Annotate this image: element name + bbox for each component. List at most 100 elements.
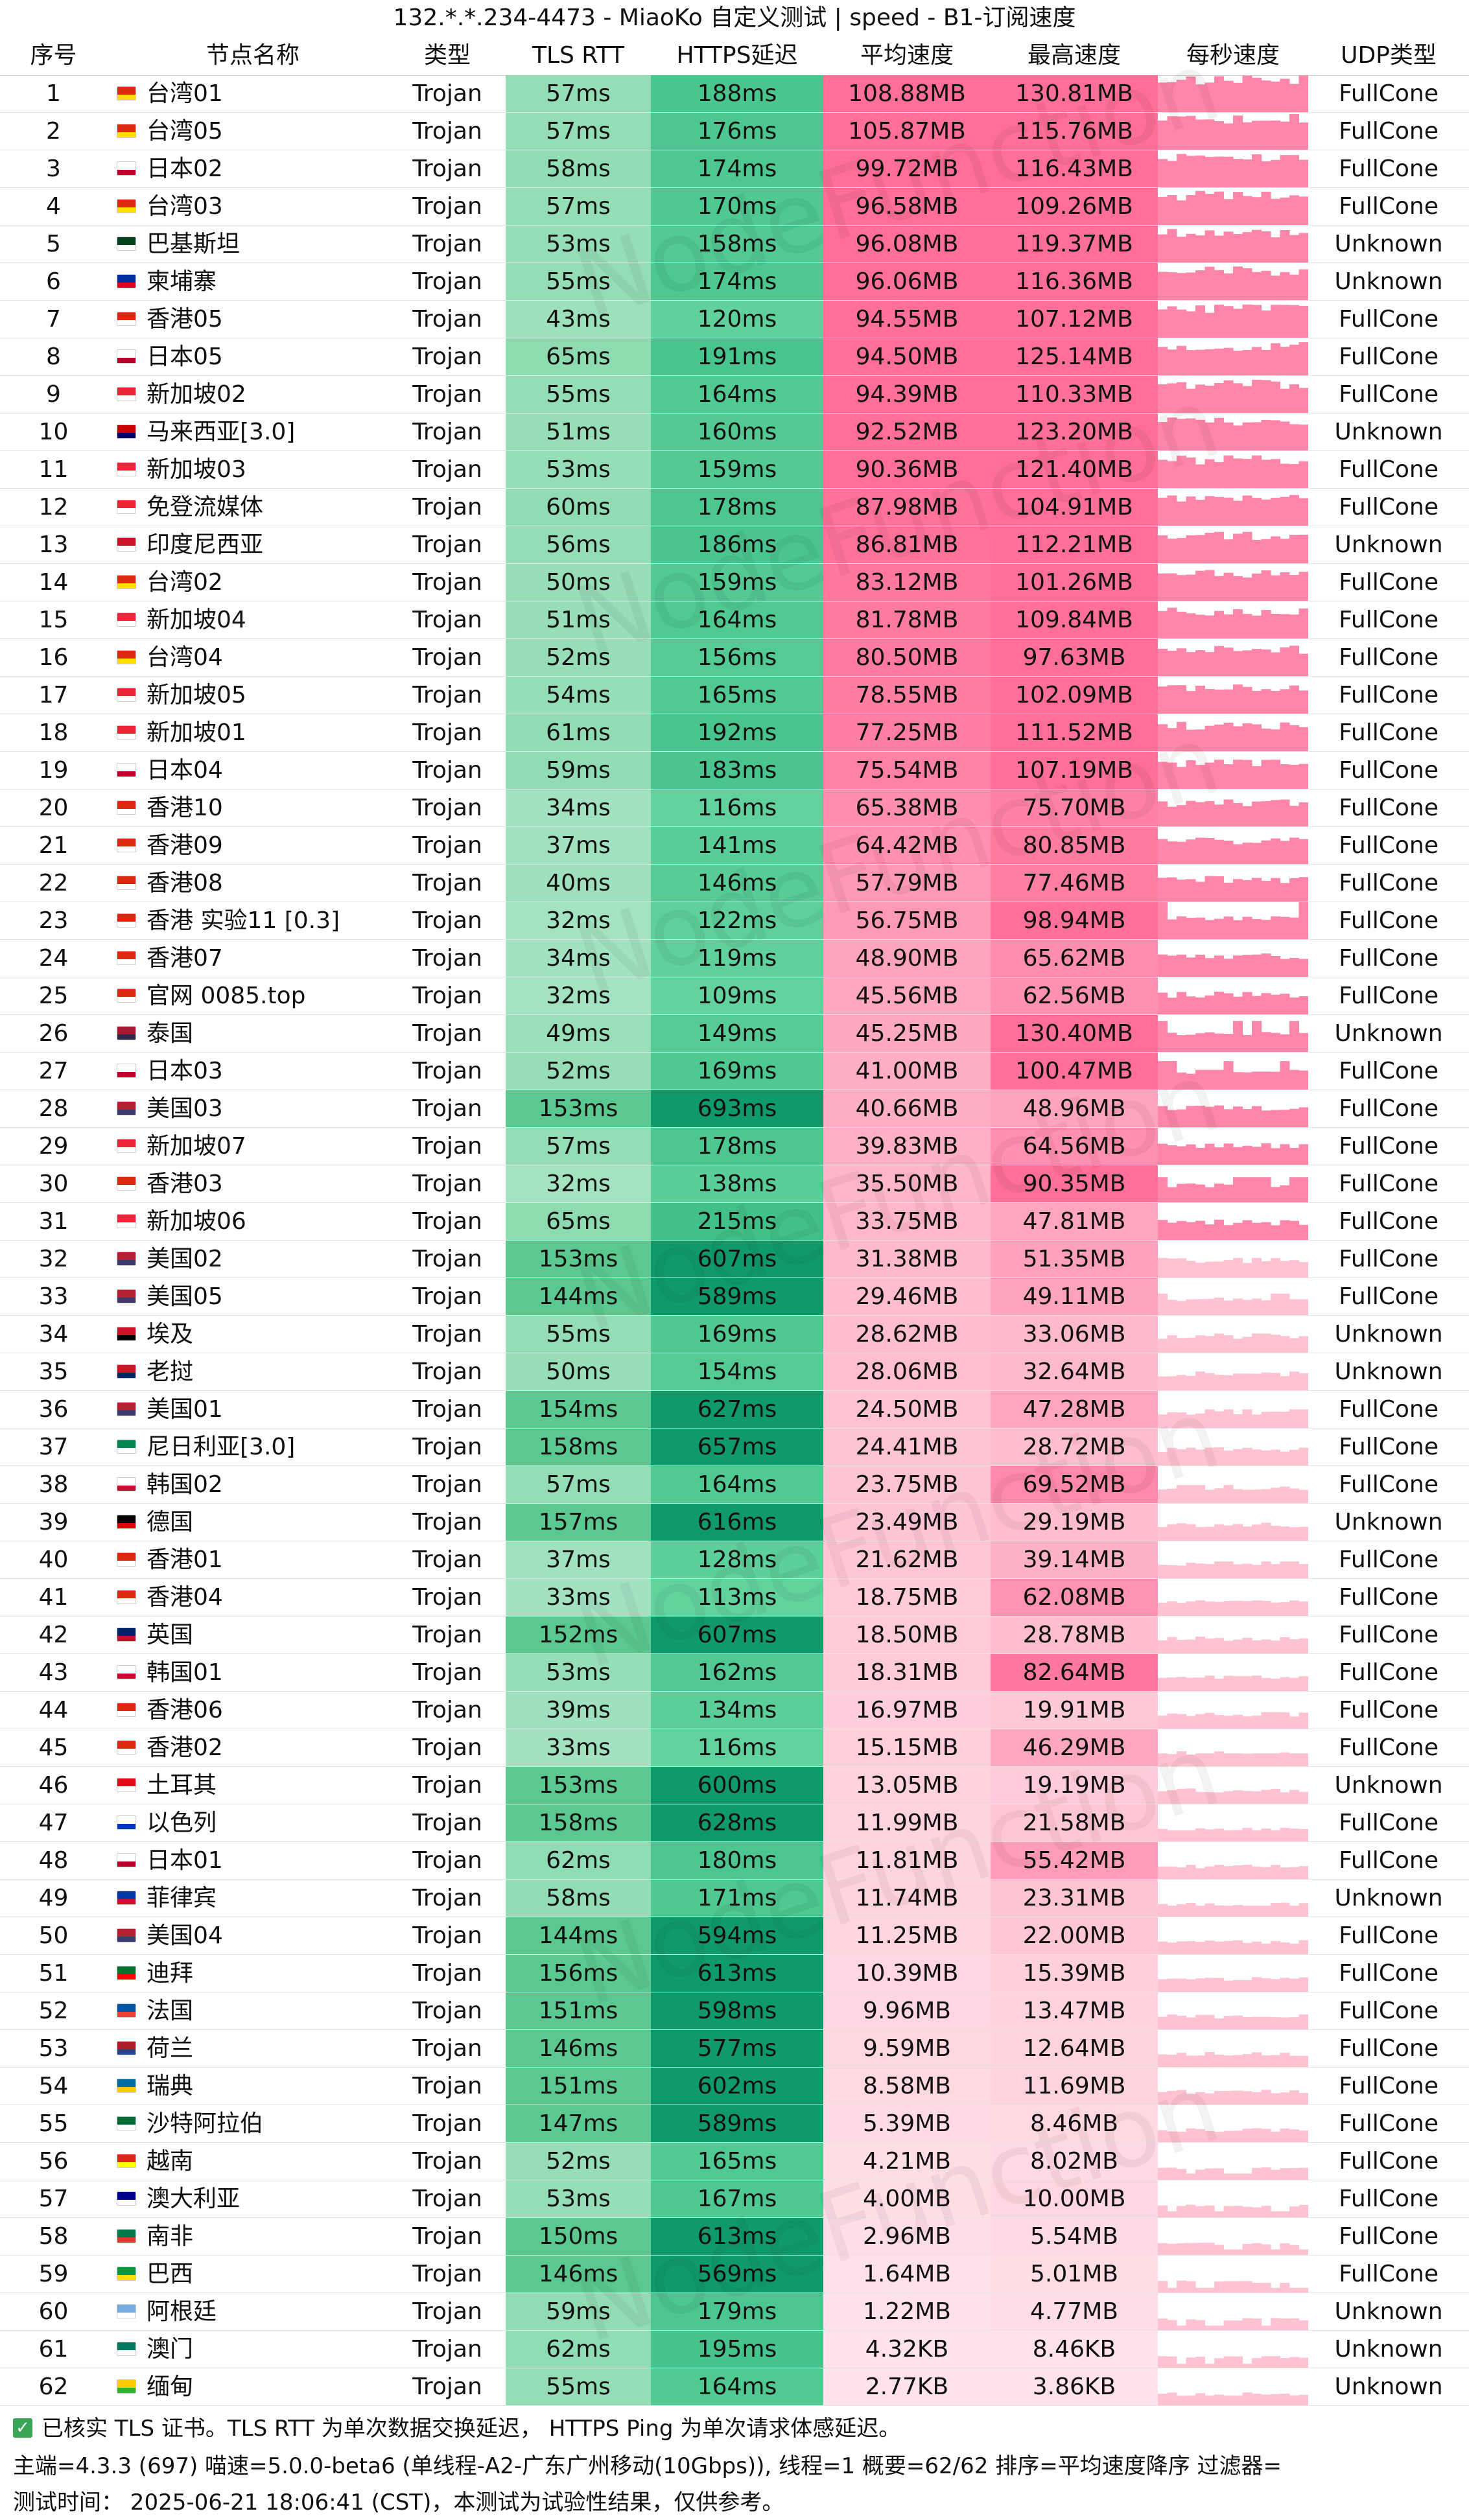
sparkline-bar [1252, 1830, 1262, 1841]
node-name-cell: 免登流媒体 [117, 489, 389, 526]
sparkline-bar [1261, 689, 1271, 714]
max-speed-cell: 80.85MB [991, 827, 1158, 864]
sparkline-bar [1177, 1035, 1186, 1052]
tls-rtt-cell: 62ms [506, 1842, 651, 1879]
sparkline-bar [1158, 82, 1168, 112]
table-row: 62 缅甸 Trojan 55ms 164ms 2.77KB 3.86KB Unknown [0, 2368, 1469, 2406]
sparkline-bar [1177, 2206, 1186, 2217]
sparkline-bar [1242, 1526, 1252, 1541]
protocol-type-cell: Trojan [412, 945, 482, 972]
sparkline-bar [1186, 350, 1196, 375]
tls-rtt-cell: 65ms [506, 338, 651, 375]
node-name-label: 澳门 [147, 2336, 194, 2362]
sparkline-bar [1167, 2014, 1177, 2029]
speed-sparkline [1158, 1902, 1308, 1917]
index-cell: 62 [38, 2374, 69, 2400]
sparkline-bar [1280, 1942, 1290, 1954]
sparkline-bar [1167, 2131, 1177, 2142]
sparkline-bar [1177, 2053, 1186, 2067]
sparkline-bar [1223, 1791, 1234, 1804]
sparkline-bar [1177, 992, 1186, 1014]
flag-cn-icon [117, 86, 136, 100]
avg-speed-cell: 94.50MB [823, 338, 991, 375]
per-second-speed-cell [1158, 2256, 1308, 2292]
sparkline-bar [1233, 1600, 1243, 1616]
sparkline-bar [1261, 2206, 1271, 2217]
https-latency-cell: 159ms [651, 451, 823, 488]
avg-speed-cell: 48.90MB [823, 940, 991, 977]
speed-sparkline [1158, 1257, 1308, 1278]
sparkline-bar [1242, 2318, 1252, 2330]
sparkline-bar [1252, 919, 1262, 939]
https-latency-cell: 607ms [651, 1616, 823, 1653]
index-cell: 46 [38, 1772, 69, 1799]
sparkline-bar [1271, 1526, 1280, 1541]
avg-speed-cell: 29.46MB [823, 1278, 991, 1315]
sparkline-bar [1271, 1110, 1280, 1127]
sparkline-bar [1205, 1712, 1215, 1729]
flag-hk-icon [117, 312, 136, 326]
sparkline-bar [1177, 805, 1186, 826]
udp-type-cell: FullCone [1339, 1095, 1439, 1122]
sparkline-bar [1271, 1411, 1280, 1428]
udp-type-cell: FullCone [1339, 607, 1439, 633]
sparkline-bar [1289, 2395, 1299, 2405]
sparkline-bar [1158, 2016, 1168, 2029]
sparkline-bar [1289, 1108, 1299, 1127]
sparkline-bar [1223, 2173, 1234, 2180]
sparkline-bar [1280, 799, 1290, 826]
protocol-type-cell: Trojan [412, 2298, 482, 2325]
sparkline-bar [1299, 233, 1308, 262]
udp-type-cell: Unknown [1334, 531, 1443, 558]
sparkline-bar [1167, 1713, 1177, 1729]
index-cell: 20 [38, 795, 69, 821]
sparkline-bar [1242, 304, 1252, 338]
sparkline-bar [1242, 1177, 1252, 1202]
node-name-label: 新加坡04 [147, 607, 246, 633]
sparkline-bar [1186, 1261, 1196, 1278]
sparkline-bar [1205, 230, 1215, 262]
speed-sparkline [1158, 570, 1308, 601]
sparkline-bar [1223, 1409, 1234, 1428]
sparkline-bar [1205, 422, 1215, 450]
node-name-label: 新加坡01 [147, 719, 246, 746]
sparkline-bar [1271, 2318, 1280, 2330]
sparkline-bar [1242, 955, 1252, 977]
sparkline-bar [1214, 1865, 1224, 1879]
sparkline-bar [1167, 306, 1177, 338]
sparkline-bar [1205, 837, 1215, 864]
sparkline-bar [1261, 191, 1271, 225]
sparkline-bar [1299, 727, 1308, 751]
sparkline-bar [1205, 1829, 1215, 1841]
sparkline-bar [1223, 689, 1234, 714]
index-cell: 27 [38, 1058, 69, 1084]
node-name-cell: 迪拜 [117, 1955, 389, 1992]
sparkline-bar [1167, 1754, 1177, 1766]
sparkline-bar [1299, 1940, 1308, 1954]
node-name-label: 台湾02 [147, 569, 223, 596]
sparkline-bar [1299, 498, 1308, 526]
sparkline-bar [1261, 2055, 1271, 2067]
tls-rtt-cell: 153ms [506, 1241, 651, 1278]
index-cell: 1 [46, 80, 61, 107]
sparkline-bar [1242, 1489, 1252, 1503]
sparkline-bar [1195, 464, 1205, 488]
sparkline-bar [1271, 1187, 1280, 1202]
sparkline-bar [1167, 2211, 1177, 2217]
sparkline-bar [1299, 1638, 1308, 1653]
sparkline-bar [1261, 1222, 1271, 1240]
sparkline-bar [1214, 531, 1224, 563]
sparkline-bar [1195, 191, 1205, 225]
sparkline-bar [1177, 1788, 1186, 1804]
udp-type-cell: FullCone [1339, 2261, 1439, 2287]
sparkline-bar [1242, 1980, 1252, 1992]
https-latency-cell: 192ms [651, 714, 823, 751]
node-name-label: 香港04 [147, 1584, 223, 1611]
table-row: 59 巴西 Trojan 146ms 569ms 1.64MB 5.01MB FullCone [0, 2256, 1469, 2293]
sparkline-bar [1195, 270, 1205, 300]
sparkline-bar [1261, 2244, 1271, 2255]
sparkline-bar [1271, 2211, 1280, 2217]
sparkline-bar [1261, 993, 1271, 1014]
sparkline-bar [1205, 2243, 1215, 2255]
protocol-type-cell: Trojan [412, 644, 482, 671]
